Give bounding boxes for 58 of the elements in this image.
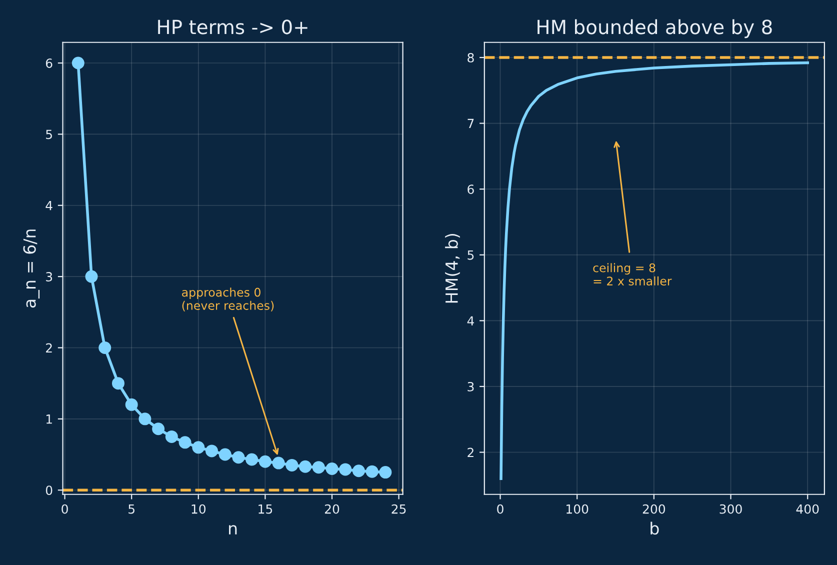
y-tick-label: 0 bbox=[46, 486, 52, 496]
point bbox=[326, 462, 338, 475]
point bbox=[205, 444, 218, 458]
y-tick-label: 2 bbox=[468, 448, 474, 458]
y-tick-label: 5 bbox=[468, 250, 474, 260]
point bbox=[258, 455, 272, 468]
point bbox=[218, 448, 232, 461]
point bbox=[339, 463, 352, 476]
line-series bbox=[500, 61, 810, 480]
chart-title: HM bounded above by 8 bbox=[538, 19, 772, 38]
y-tick-label: 6 bbox=[46, 58, 52, 68]
y-tick-label: 2 bbox=[46, 343, 52, 352]
annotation: approaches 0 (never reaches) bbox=[182, 288, 274, 312]
y-axis-title: HM(4, b) bbox=[445, 234, 460, 303]
point bbox=[366, 465, 378, 478]
y-tick-label: 8 bbox=[468, 52, 474, 62]
point bbox=[138, 412, 152, 426]
point bbox=[85, 270, 98, 283]
point bbox=[352, 464, 365, 478]
x-axis-title: b bbox=[650, 522, 659, 535]
y-tick-label: 3 bbox=[46, 272, 52, 282]
y-tick-label: 1 bbox=[46, 414, 52, 424]
y-tick-label: 6 bbox=[468, 184, 474, 194]
x-tick-label: 15 bbox=[258, 504, 272, 514]
x-tick-label: 100 bbox=[566, 504, 588, 514]
y-tick-label: 4 bbox=[46, 201, 52, 210]
x-tick-label: 20 bbox=[324, 504, 340, 514]
point bbox=[98, 341, 112, 354]
point bbox=[125, 398, 138, 411]
point bbox=[178, 436, 192, 449]
point bbox=[299, 460, 312, 473]
y-tick-label: 7 bbox=[468, 118, 474, 128]
x-tick-label: 300 bbox=[720, 504, 742, 514]
y-axis-title: a_n = 6/n bbox=[23, 230, 40, 308]
point bbox=[379, 466, 392, 479]
y-tick-label: 4 bbox=[467, 316, 474, 326]
chart-title: HP terms -> 0+ bbox=[158, 20, 308, 34]
point bbox=[246, 453, 258, 466]
annotation: ceiling = 8 = 2 x smaller bbox=[593, 263, 672, 286]
x-tick-label: 25 bbox=[392, 504, 406, 514]
point bbox=[165, 430, 178, 443]
point bbox=[232, 451, 245, 464]
x-tick-label: 200 bbox=[642, 504, 666, 514]
x-axis-title: n bbox=[229, 525, 237, 534]
point bbox=[312, 461, 325, 474]
point bbox=[286, 458, 298, 472]
point bbox=[112, 377, 124, 390]
x-tick-label: 0 bbox=[497, 504, 504, 514]
y-tick-label: 5 bbox=[46, 130, 52, 140]
point bbox=[152, 422, 165, 436]
point bbox=[192, 441, 205, 454]
point bbox=[272, 456, 285, 470]
x-tick-label: 10 bbox=[192, 504, 206, 514]
y-tick-label: 3 bbox=[468, 382, 474, 392]
x-tick-label: 400 bbox=[796, 504, 819, 514]
x-tick-label: 5 bbox=[128, 504, 134, 514]
point bbox=[72, 56, 84, 70]
x-tick-label: 0 bbox=[62, 504, 68, 514]
